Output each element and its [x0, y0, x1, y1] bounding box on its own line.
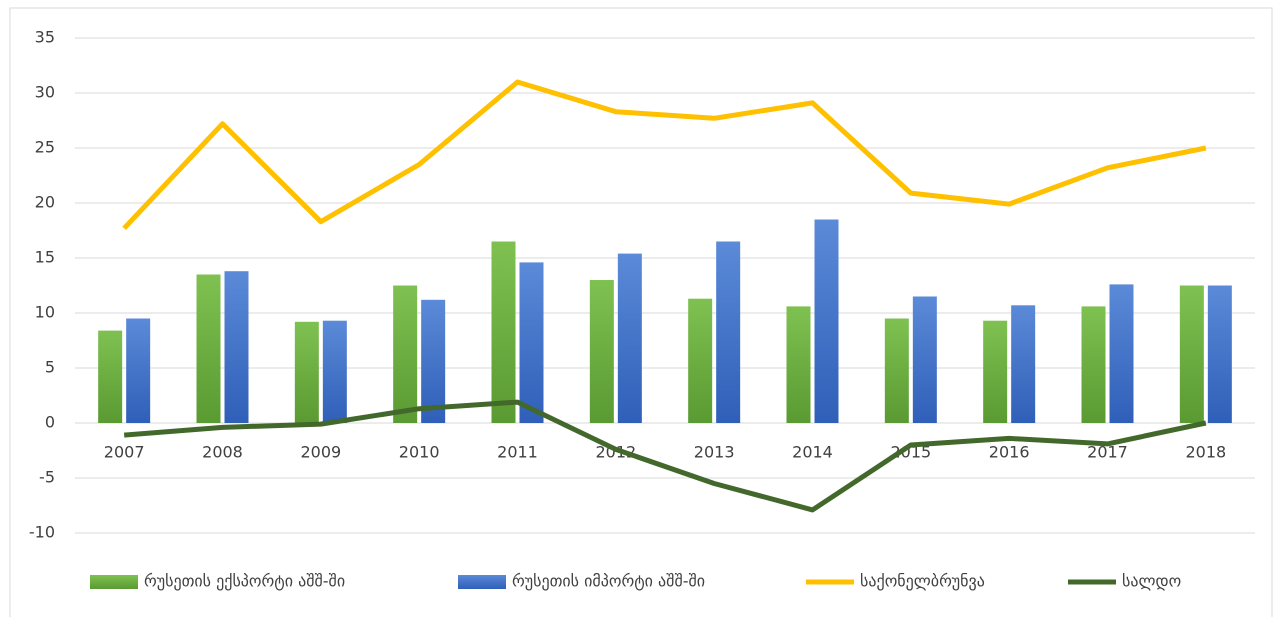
- bar: [912, 296, 937, 423]
- y-tick-label: -5: [39, 468, 55, 487]
- bar: [716, 241, 741, 423]
- x-tick-label: 2011: [497, 443, 538, 462]
- x-tick-label: 2016: [989, 443, 1030, 462]
- bar: [983, 320, 1008, 423]
- bar: [1179, 285, 1204, 423]
- y-tick-label: -10: [29, 523, 55, 542]
- chart-frame: [9, 7, 1273, 617]
- bar: [1207, 285, 1232, 423]
- bar: [617, 253, 642, 423]
- legend-label: რუსეთის იმპორტი აშშ-ში: [512, 572, 705, 591]
- bar: [393, 285, 418, 423]
- bar: [294, 321, 319, 423]
- bar: [98, 330, 123, 423]
- y-tick-label: 0: [45, 413, 55, 432]
- bar: [224, 271, 249, 423]
- y-tick-label: 5: [45, 358, 55, 377]
- y-tick-label: 20: [35, 193, 55, 212]
- bar: [814, 219, 839, 423]
- legend-label: საქონელბრუნვა: [860, 572, 985, 591]
- x-tick-label: 2017: [1087, 443, 1128, 462]
- y-tick-label: 35: [35, 28, 55, 47]
- bar: [884, 318, 909, 423]
- bar: [322, 320, 347, 423]
- x-tick-label: 2018: [1185, 443, 1226, 462]
- legend-label: სალდო: [1122, 572, 1181, 591]
- bar: [491, 241, 516, 423]
- legend-swatch: [458, 575, 506, 589]
- y-tick-label: 15: [35, 248, 55, 267]
- legend-swatch: [90, 575, 138, 589]
- y-tick-label: 10: [35, 303, 55, 322]
- x-tick-label: 2009: [300, 443, 341, 462]
- x-tick-label: 2014: [792, 443, 833, 462]
- line: [123, 399, 1207, 513]
- bar: [1081, 306, 1106, 423]
- legend-label: რუსეთის ექსპორტი აშშ-ში: [144, 572, 345, 591]
- bar: [589, 280, 614, 423]
- x-tick-label: 2008: [202, 443, 243, 462]
- bar: [786, 306, 811, 423]
- bar: [688, 298, 713, 423]
- bar: [126, 318, 151, 423]
- y-tick-label: 30: [35, 83, 55, 102]
- x-tick-label: 2007: [104, 443, 145, 462]
- bar: [421, 299, 446, 423]
- x-tick-label: 2015: [890, 443, 931, 462]
- y-tick-label: 25: [35, 138, 55, 157]
- bar: [1109, 284, 1134, 423]
- x-tick-label: 2013: [694, 443, 735, 462]
- bar: [196, 274, 221, 423]
- line: [122, 79, 1207, 231]
- x-tick-label: 2010: [399, 443, 440, 462]
- bar: [1011, 305, 1036, 423]
- bar: [519, 262, 544, 423]
